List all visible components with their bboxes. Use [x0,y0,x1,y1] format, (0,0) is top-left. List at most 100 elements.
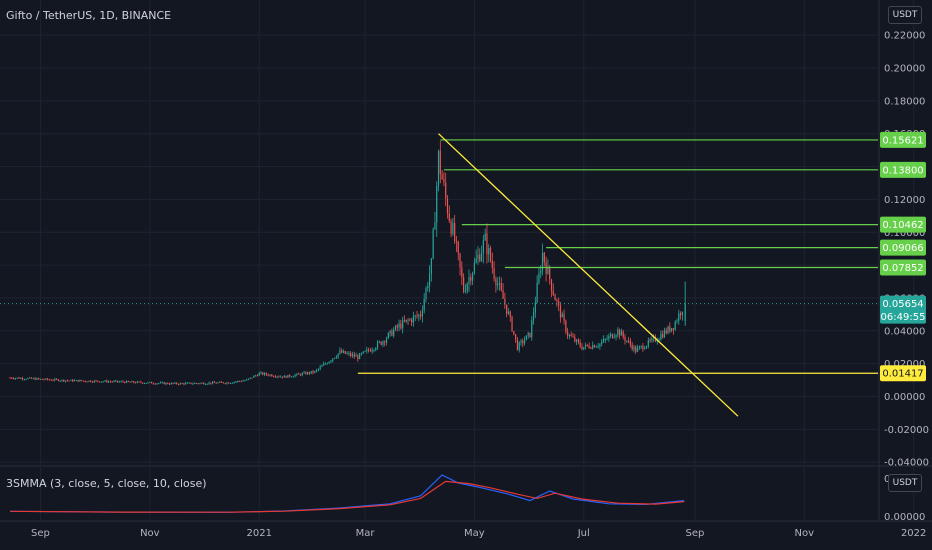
x-tick-label: Nov [795,528,815,539]
candle-body [351,354,354,356]
candle-body [9,377,11,379]
y-tick-label: -0.04000 [884,458,929,469]
candle-body [99,381,101,383]
grid-lines [0,0,932,522]
candle-body [301,373,303,376]
candle-body [274,376,276,378]
x-tick-label: Sep [31,528,50,539]
candle-body [479,254,481,261]
candle-body [511,316,513,332]
candle-body [567,331,569,336]
candle-body [36,378,38,380]
candle-body [29,377,31,379]
candle-body [253,375,255,378]
candle-body [185,382,187,385]
candle-body [382,341,384,345]
candle-body [152,383,155,385]
level-price-text: 0.10462 [882,220,923,231]
candle-body [100,381,103,383]
candle-body [64,380,67,382]
level-price-text: 0.01417 [882,369,923,380]
candle-body [450,221,452,234]
candle-body [204,384,207,386]
candle-body [678,313,680,321]
candle-body [20,378,22,380]
candle-body [669,326,671,332]
candle-body [186,382,189,384]
candle-body [627,340,630,342]
candle-body [57,379,60,381]
candle-body [335,356,337,358]
candle-body [212,381,214,384]
candle-body [113,381,115,383]
candle-body [339,350,341,354]
candle-body [500,283,502,291]
candle-body [423,299,425,311]
candle-body [477,254,479,259]
candle-body [149,382,151,384]
horizontal-levels[interactable] [357,139,878,374]
candle-body [30,377,33,379]
candle-body [181,383,183,385]
candle-body [206,383,208,385]
x-tick-label: Jul [577,528,590,539]
candle-body [611,334,614,338]
x-tick-label: May [464,528,485,539]
candle-body [75,380,77,382]
candle-body [502,290,504,299]
candle-body [497,283,499,286]
level-price-tag [880,259,926,276]
smma-indicator-pane [9,474,685,513]
candle-body [82,380,85,382]
candle-body [341,350,343,353]
candle-body [534,302,536,313]
candle-body [210,382,212,384]
candle-body [303,372,305,374]
candle-body [484,233,486,241]
candle-body [586,344,588,346]
candle-body [380,341,382,345]
y-tick-label: -0.02000 [884,425,929,436]
candle-body [636,347,639,352]
candle-body [402,320,404,329]
candle-body [601,342,603,344]
indicator-title: 3SMMA (3, close, 5, close, 10, close) [6,477,207,490]
candle-body [285,375,287,378]
candle-body [342,351,345,353]
candle-body [240,381,242,383]
candle-body [167,382,169,384]
indicator-currency-badge[interactable]: USDT [888,474,922,492]
candle-body [317,368,319,370]
y-tick-label: 0.18000 [884,96,925,107]
indicator-axis: 0 0.00000 [884,474,925,523]
candle-body [672,328,675,330]
candle-body [124,381,126,383]
candle-body [550,279,553,291]
candle-body [91,381,94,383]
candle-body [215,382,217,384]
candle-body [244,380,246,382]
currency-badge[interactable]: USDT [888,6,922,24]
candle-body [448,213,450,222]
candle-body [515,334,517,340]
candle-body [525,335,527,341]
candle-body [660,334,662,340]
candle-body [588,345,590,348]
candle-body [676,320,678,323]
candle-body [59,380,61,382]
level-price-tag [880,131,926,148]
candle-body [47,378,49,380]
candle-body [255,375,257,377]
candle-body [393,330,395,336]
trendline-segment [438,133,739,417]
candle-body [43,379,45,381]
candle-body [172,382,174,384]
candle-body [644,348,646,350]
candle-body [267,374,269,376]
candle-body [353,354,355,357]
candle-body [133,381,135,383]
candle-body [330,360,332,362]
trendline[interactable] [438,133,739,417]
candle-body [463,277,465,292]
